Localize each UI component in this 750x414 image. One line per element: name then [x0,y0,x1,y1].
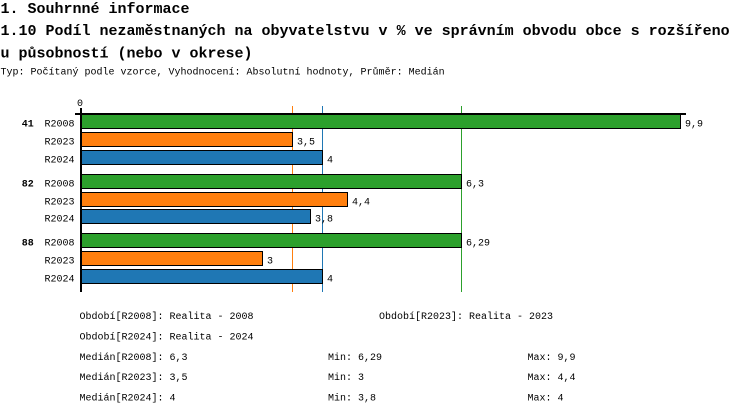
svg-text:R2008: R2008 [45,120,75,131]
svg-text:Max: 4,4: Max: 4,4 [528,373,576,384]
svg-text:Období[R2023]: Realita - 2023: Období[R2023]: Realita - 2023 [379,311,553,323]
svg-text:Období[R2008]: Realita - 2008: Období[R2008]: Realita - 2008 [80,311,254,323]
svg-text:1.10 Podíl nezaměstnaných na o: 1.10 Podíl nezaměstnaných na obyvatelstv… [1,23,730,40]
svg-text:1. Souhrnné informace: 1. Souhrnné informace [1,1,190,18]
svg-text:0: 0 [77,99,83,110]
svg-text:Typ: Počítaný podle vzorce, Vy: Typ: Počítaný podle vzorce, Vyhodnocení:… [1,66,445,79]
svg-text:Období[R2024]: Realita - 2024: Období[R2024]: Realita - 2024 [80,332,254,344]
svg-text:88: 88 [22,239,34,250]
svg-text:u působností (nebo v okrese): u působností (nebo v okrese) [1,45,253,62]
svg-text:R2023: R2023 [45,257,75,268]
svg-text:R2024: R2024 [45,215,75,226]
svg-text:6,3: 6,3 [466,180,484,191]
svg-text:Max: 9,9: Max: 9,9 [528,353,576,364]
svg-text:3,5: 3,5 [297,138,315,149]
svg-text:Medián[R2024]: 4: Medián[R2024]: 4 [80,392,176,404]
svg-text:6,29: 6,29 [466,239,490,250]
svg-text:4: 4 [327,156,333,167]
svg-text:Min: 3,8: Min: 3,8 [328,392,376,404]
svg-text:Medián[R2008]: 6,3: Medián[R2008]: 6,3 [80,352,188,364]
svg-text:R2024: R2024 [45,156,75,167]
svg-text:82: 82 [22,180,34,191]
svg-text:R2024: R2024 [45,275,75,286]
svg-text:9,9: 9,9 [685,120,703,131]
svg-text:R2008: R2008 [45,180,75,191]
svg-text:Min: 6,29: Min: 6,29 [328,352,382,364]
svg-text:3: 3 [267,257,273,268]
svg-text:4,4: 4,4 [352,198,370,209]
svg-text:R2023: R2023 [45,198,75,209]
svg-text:Min: 3: Min: 3 [328,372,364,384]
svg-text:41: 41 [22,120,34,131]
svg-text:4: 4 [327,275,333,286]
svg-text:R2008: R2008 [45,239,75,250]
svg-text:Medián[R2023]: 3,5: Medián[R2023]: 3,5 [80,372,188,384]
svg-text:3,8: 3,8 [315,215,333,226]
svg-text:R2023: R2023 [45,138,75,149]
svg-text:Max: 4: Max: 4 [528,393,564,404]
